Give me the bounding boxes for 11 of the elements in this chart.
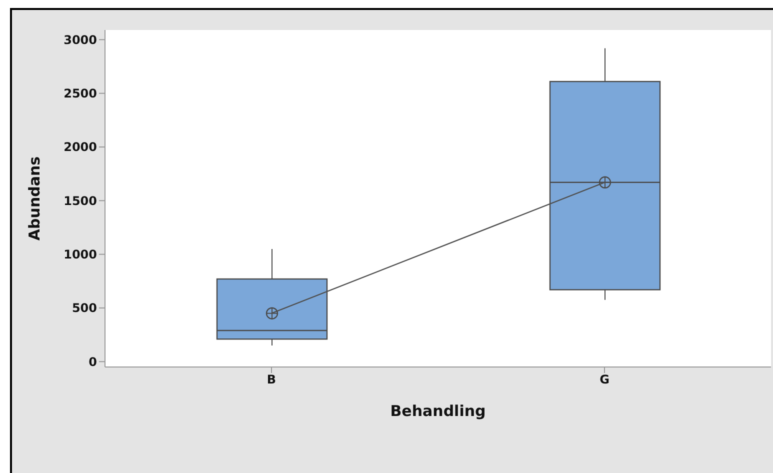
y-tick-label: 1500 [64, 194, 97, 208]
x-tick-label: G [600, 372, 610, 387]
y-tick-label: 2000 [64, 140, 97, 154]
y-tick-label: 0 [88, 354, 97, 369]
x-tick-label: B [266, 372, 276, 387]
y-tick-label: 3000 [64, 32, 97, 47]
y-axis-title: Abundans [25, 156, 44, 241]
x-axis-title: Behandling [390, 402, 486, 420]
y-tick-label: 2500 [64, 86, 97, 101]
y-tick-label: 500 [72, 301, 97, 316]
y-tick-label: 1000 [64, 248, 97, 262]
